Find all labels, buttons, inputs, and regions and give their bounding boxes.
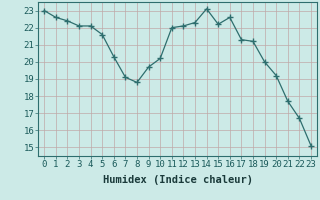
X-axis label: Humidex (Indice chaleur): Humidex (Indice chaleur) [103,175,252,185]
